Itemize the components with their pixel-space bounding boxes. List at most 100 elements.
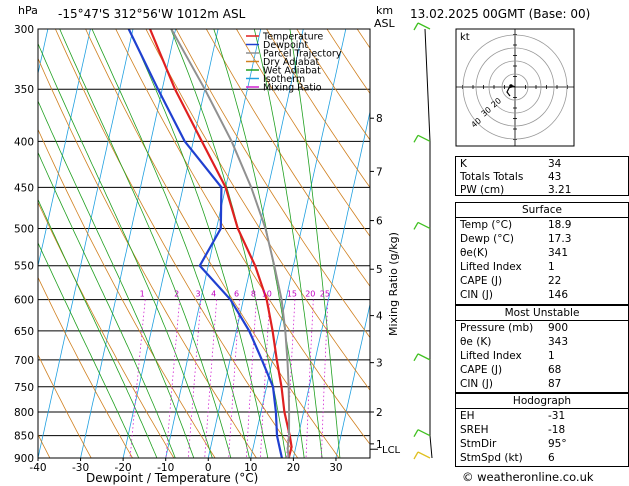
location-title: -15°47'S 312°56'W 1012m ASL bbox=[58, 7, 246, 21]
wind-profile-line bbox=[424, 28, 433, 459]
surface-title: Surface bbox=[521, 204, 562, 216]
wind-barb-flag bbox=[413, 222, 419, 230]
most-unstable-panel: Most Unstable Pressure (mb) 900 θe (K) 343… bbox=[455, 305, 629, 393]
dry-adiabat-line bbox=[236, 29, 370, 238]
wet-adiabat-line bbox=[170, 29, 287, 458]
mixing-ratio-line bbox=[245, 299, 257, 458]
pressure-tick-label: 750 bbox=[14, 382, 34, 394]
isotherm-line bbox=[80, 29, 176, 458]
hodograph-index-row: StmSpd (kt) 6 bbox=[460, 452, 555, 464]
surface-row: Temp (°C) 18.9 bbox=[460, 219, 572, 231]
dry-adiabat-line bbox=[205, 29, 370, 287]
altitude-tick-label: 5 bbox=[376, 264, 383, 276]
temperature-tick-label: 20 bbox=[287, 462, 300, 474]
most-unstable-row: Pressure (mb) 900 bbox=[460, 322, 569, 334]
wet-adiabat-line bbox=[38, 241, 140, 458]
wet-adiabat-line bbox=[38, 100, 195, 458]
hodograph-index-row: StmDir 95° bbox=[460, 438, 567, 450]
surface-row: θe(K) 341 bbox=[460, 247, 569, 259]
dry-adiabat-line bbox=[38, 57, 257, 458]
isotherm-line bbox=[38, 29, 134, 458]
wind-barb bbox=[417, 429, 431, 437]
mixing-ratio-label: 20 bbox=[305, 290, 315, 299]
wind-barb-flag bbox=[413, 451, 419, 460]
temperature-tick-label: 30 bbox=[329, 462, 342, 474]
most-unstable-row: CAPE (J) 68 bbox=[460, 364, 562, 376]
legend-entry: Isotherm bbox=[263, 74, 305, 85]
wind-barb-flag bbox=[413, 353, 419, 362]
wet-adiabat-line bbox=[91, 29, 250, 458]
most-unstable-title: Most Unstable bbox=[504, 307, 580, 319]
mixing-ratio-label: 1 bbox=[140, 290, 145, 299]
credit-text: © weatheronline.co.uk bbox=[462, 470, 594, 484]
mixing-ratio-label: 2 bbox=[174, 290, 179, 299]
legend-entry: Dewpoint bbox=[263, 40, 308, 51]
isotherm-line bbox=[250, 29, 347, 458]
pressure-unit-label: hPa bbox=[18, 4, 38, 17]
most-unstable-row: θe (K) 343 bbox=[460, 336, 569, 348]
temperature-tick-label: -10 bbox=[157, 462, 174, 474]
pressure-tick-label: 350 bbox=[14, 84, 34, 96]
legend-entry: Dry Adiabat bbox=[263, 57, 320, 68]
pressure-tick-label: 300 bbox=[14, 24, 34, 36]
wind-barb-flag bbox=[413, 429, 419, 438]
surface-panel: Surface Temp (°C) 18.9 Dewp (°C) 17.3 θe(K… bbox=[455, 202, 629, 305]
wet-adiabat-line bbox=[253, 29, 323, 458]
dewpoint-line bbox=[127, 29, 283, 458]
legend-entry: Mixing Ratio bbox=[263, 83, 322, 94]
pressure-tick-label: 450 bbox=[14, 182, 34, 194]
altitude-tick-label: 4 bbox=[376, 311, 383, 323]
mixing-ratio-line bbox=[204, 299, 218, 458]
hodograph-indices-title: Hodograph bbox=[512, 395, 572, 407]
mixing-ratio-line bbox=[305, 299, 314, 458]
wind-barb bbox=[417, 353, 431, 361]
pressure-tick-label: 700 bbox=[14, 355, 34, 367]
pressure-tick-label: 500 bbox=[14, 223, 34, 235]
legend-entry: Wet Adiabat bbox=[263, 66, 321, 77]
isotherm-line bbox=[335, 302, 370, 458]
mixing-ratio-label: 3 bbox=[195, 290, 200, 299]
mixing-ratio-axis-label: Mixing Ratio (g/kg) bbox=[387, 232, 400, 336]
altitude-unit-label: km bbox=[376, 4, 393, 17]
dry-adiabat-line bbox=[85, 29, 340, 458]
isotherm-line bbox=[0, 29, 5, 458]
isotherm-line bbox=[207, 29, 304, 458]
datetime-title: 13.02.2025 00GMT (Base: 00) bbox=[410, 7, 590, 21]
wet-adiabat-line bbox=[59, 29, 232, 458]
parcel-trajectory-line bbox=[170, 29, 291, 458]
dry-adiabat-line bbox=[145, 29, 370, 391]
x-axis-label: Dewpoint / Temperature (°C) bbox=[86, 471, 258, 485]
dry-adiabat-line bbox=[175, 29, 370, 339]
mixing-ratio-line bbox=[129, 299, 146, 458]
dry-adiabat-line bbox=[38, 201, 175, 458]
altitude-tick-label: 2 bbox=[376, 407, 383, 419]
hodograph-index-row: SREH -18 bbox=[460, 424, 566, 436]
surface-row: Lifted Index 1 bbox=[460, 261, 555, 273]
altitude-tick-label: 8 bbox=[376, 113, 383, 125]
mixing-ratio-label: 10 bbox=[262, 290, 272, 299]
temperature-tick-label: 0 bbox=[205, 462, 212, 474]
mixing-ratio-line bbox=[260, 299, 271, 458]
index-row: K 34 bbox=[460, 158, 562, 170]
index-row: PW (cm) 3.21 bbox=[460, 184, 572, 196]
mixing-ratio-label: 25 bbox=[320, 290, 330, 299]
altitude-tick-label: 3 bbox=[376, 358, 383, 370]
mixing-ratio-line bbox=[321, 299, 329, 458]
wet-adiabat-line bbox=[38, 42, 213, 458]
temperature-tick-label: -30 bbox=[72, 462, 89, 474]
mixing-ratio-line bbox=[165, 299, 181, 458]
dry-adiabat-line bbox=[266, 29, 370, 189]
pressure-tick-label: 650 bbox=[14, 326, 34, 338]
wind-barb-flag bbox=[413, 22, 419, 31]
wind-barb bbox=[417, 22, 431, 30]
temperature-tick-label: -40 bbox=[29, 462, 46, 474]
mixing-ratio-line bbox=[286, 299, 296, 458]
altitude-unit-label-asl: ASL bbox=[374, 17, 396, 30]
mixing-ratio-label: 6 bbox=[234, 290, 239, 299]
altitude-tick-label: 6 bbox=[376, 216, 383, 228]
isotherm-line bbox=[293, 109, 370, 458]
mixing-ratio-line bbox=[228, 299, 240, 458]
pressure-tick-label: 600 bbox=[14, 295, 34, 307]
pressure-tick-label: 400 bbox=[14, 136, 34, 148]
